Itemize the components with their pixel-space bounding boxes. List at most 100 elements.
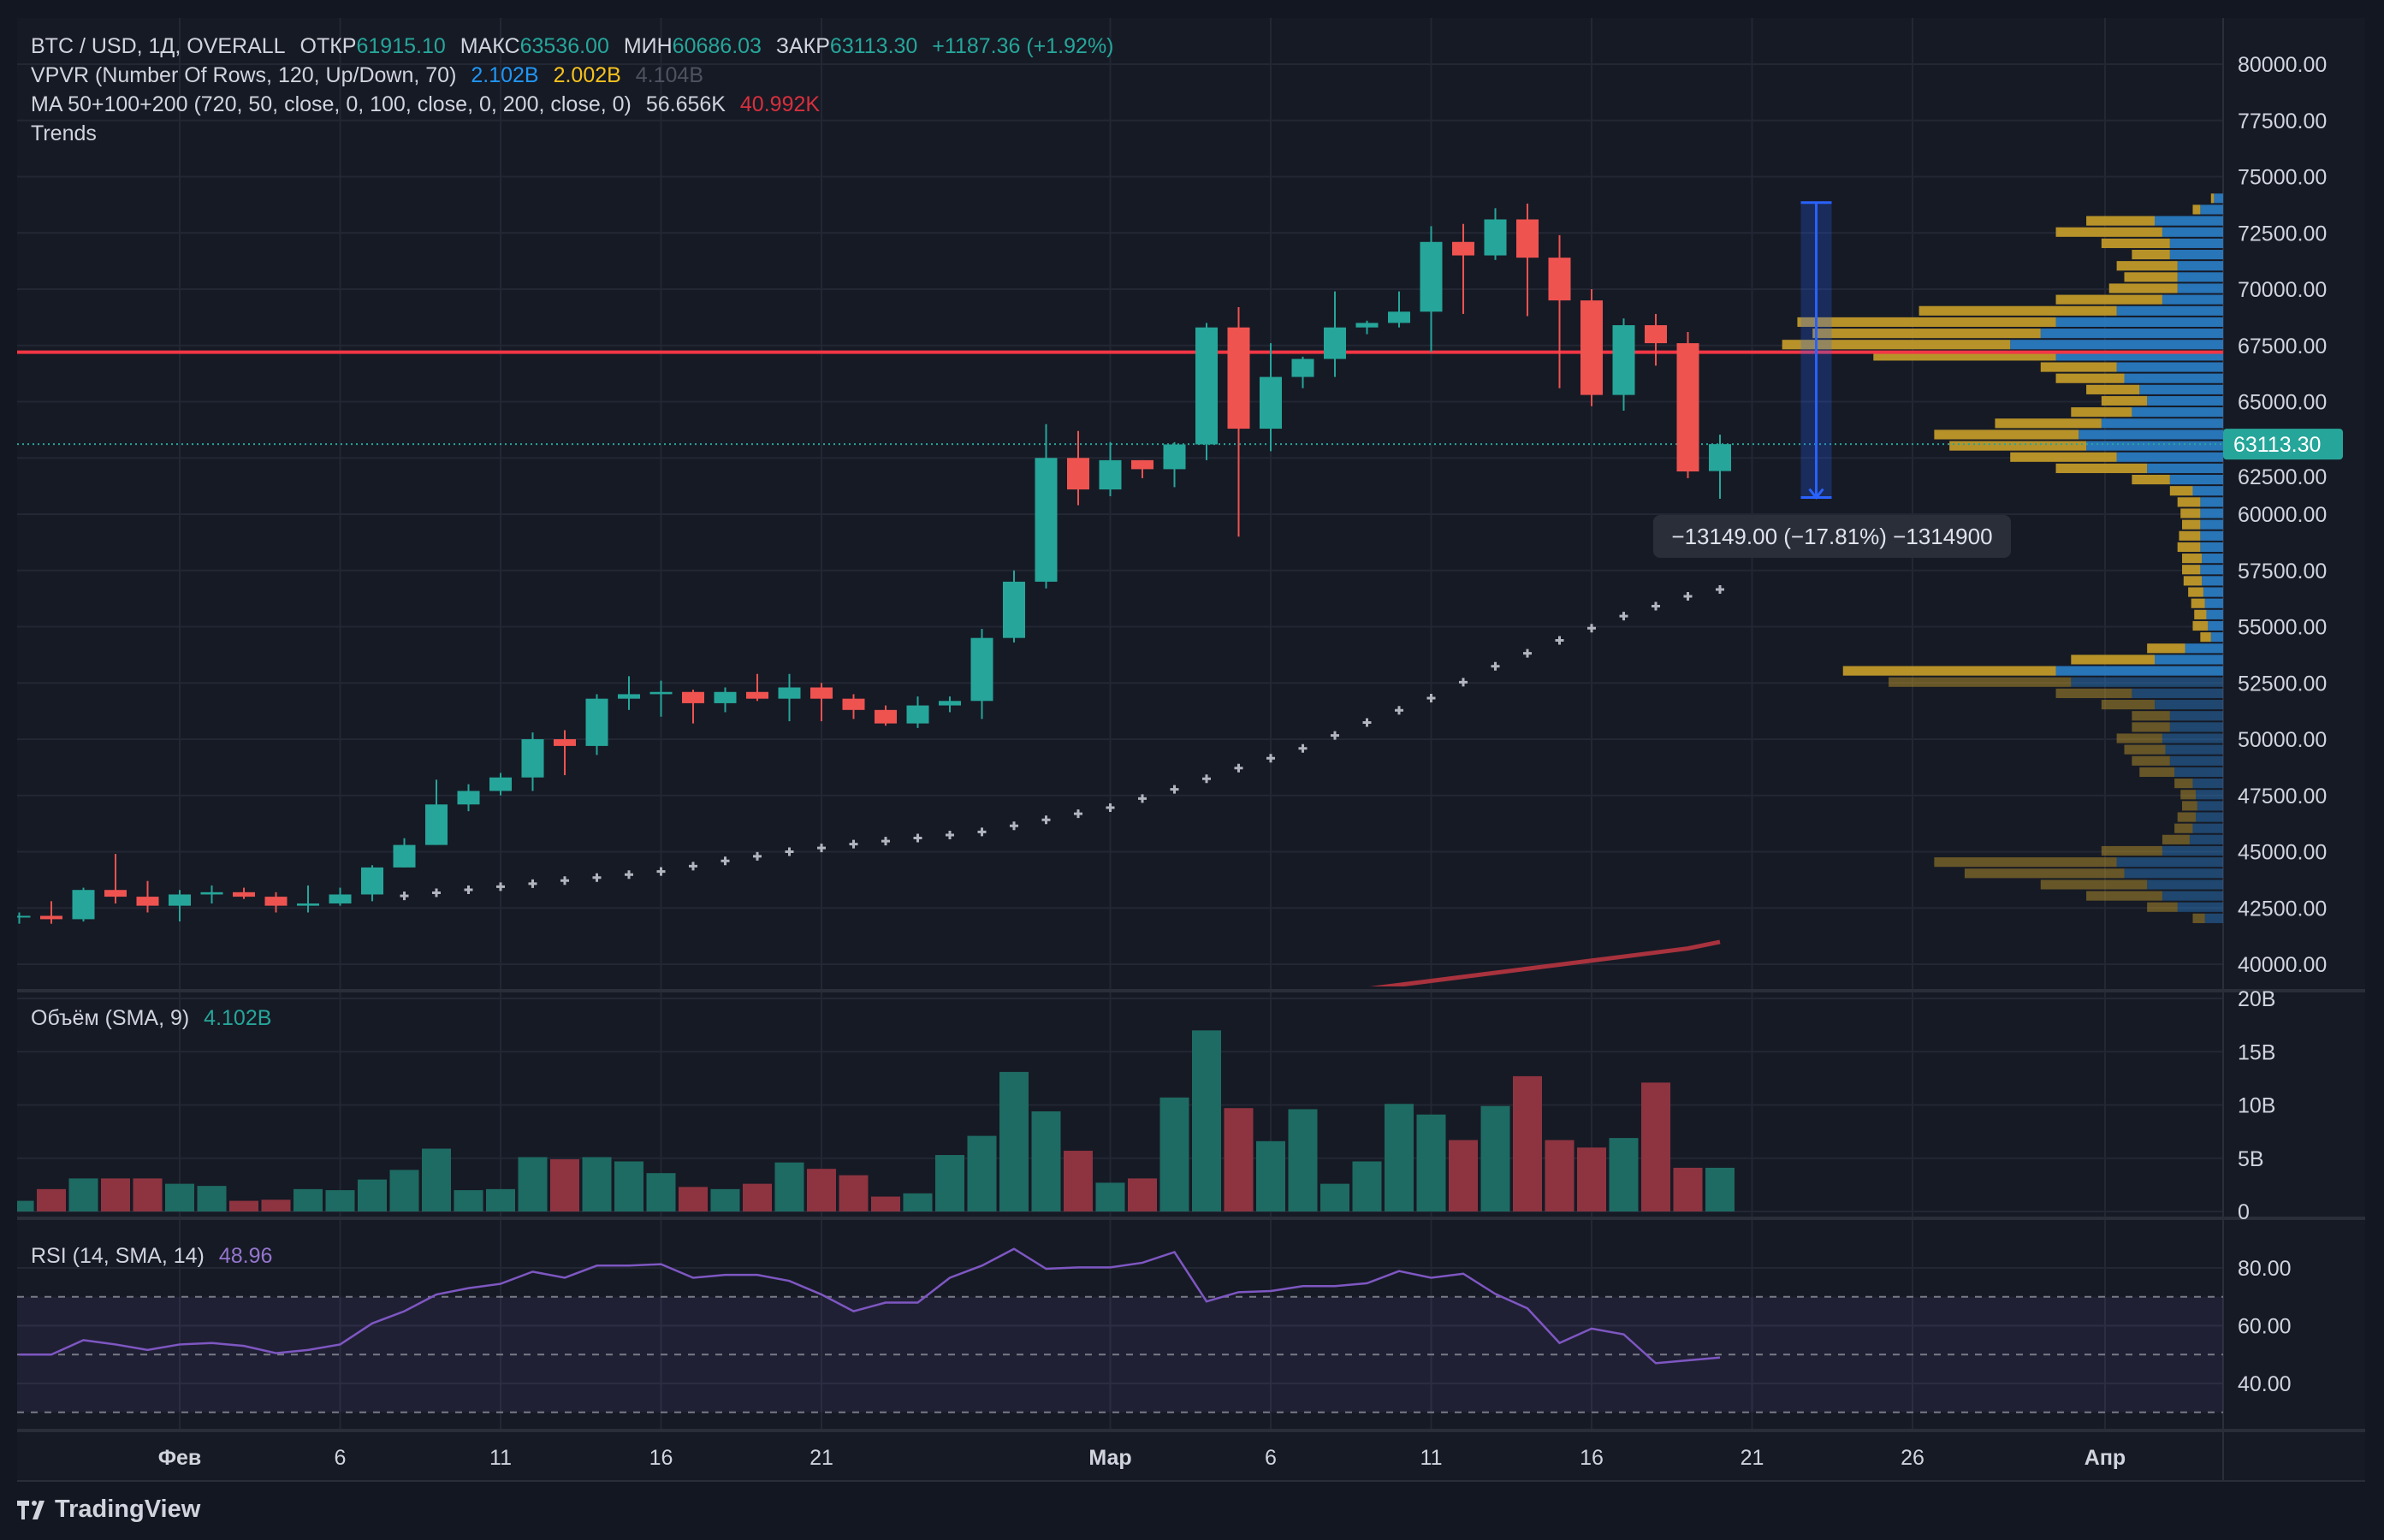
price-axis-label: 45000.00 xyxy=(2238,841,2327,865)
vpvr-up-bar xyxy=(2202,554,2223,564)
candle-body xyxy=(554,739,576,746)
ma-legend[interactable]: MA 50+100+200 (720, 50, close, 0, 100, c… xyxy=(31,92,828,117)
vpvr-up-bar xyxy=(2169,249,2223,260)
vpvr-down-bar xyxy=(1949,441,2087,451)
vpvr-down-bar xyxy=(2183,576,2203,586)
vpvr-down-bar xyxy=(2101,238,2170,248)
vpvr-down-bar xyxy=(2086,216,2156,226)
volume-bar xyxy=(37,1188,66,1211)
vpvr-down-bar xyxy=(1889,677,2072,687)
vpvr-up-bar xyxy=(2200,565,2223,575)
price-axis-label: 55000.00 xyxy=(2238,616,2327,640)
price-axis-label: 47500.00 xyxy=(2238,785,2327,808)
vpvr-up-bar xyxy=(2040,329,2223,339)
candle-body xyxy=(521,739,544,778)
measure-tool[interactable] xyxy=(1800,201,1832,500)
candle-body xyxy=(489,777,512,791)
vpvr-down-bar xyxy=(2180,508,2201,518)
volume-bar xyxy=(646,1173,676,1211)
vpvr-up-bar xyxy=(2162,845,2223,856)
volume-bar xyxy=(935,1155,964,1211)
vpvr-up-bar xyxy=(2101,418,2223,429)
vpvr-up-bar xyxy=(2132,407,2223,418)
rsi-legend[interactable]: RSI (14, SMA, 14) 48.96 xyxy=(31,1244,281,1269)
vpvr-up-bar xyxy=(2185,643,2223,654)
vpvr-up-bar xyxy=(2200,204,2223,215)
vpvr-down-bar xyxy=(2192,620,2209,631)
ma-label: MA 50+100+200 (720, 50, close, 0, 100, c… xyxy=(31,92,632,116)
trends-legend[interactable]: Trends xyxy=(31,121,105,146)
ma-dot xyxy=(560,876,569,886)
symbol-name: BTC / USD, 1Д, OVERALL xyxy=(31,34,286,58)
ma-dot xyxy=(1234,763,1243,773)
volume-legend[interactable]: Объём (SMA, 9) 4.102B xyxy=(31,1006,280,1031)
vpvr-down-bar xyxy=(2177,542,2201,553)
rsi-label: RSI (14, SMA, 14) xyxy=(31,1244,205,1268)
vpvr-down-bar xyxy=(1812,329,2041,339)
volume-bar xyxy=(1128,1178,1157,1211)
ma-dot xyxy=(817,844,826,853)
low-label: МИН xyxy=(623,34,673,58)
volume-bar xyxy=(550,1158,579,1211)
close-value: 63113.30 xyxy=(829,34,918,58)
high-label: МАКС xyxy=(460,34,520,58)
ma-dot xyxy=(1331,731,1339,740)
volume-bar xyxy=(999,1071,1029,1211)
candle-body xyxy=(714,691,737,703)
vpvr-up-bar xyxy=(2132,688,2223,698)
rsi-axis-label: 80.00 xyxy=(2238,1257,2292,1281)
volume-axis-label: 0 xyxy=(2238,1200,2250,1224)
volume-bar xyxy=(1416,1114,1446,1211)
candle-body xyxy=(1163,444,1186,470)
candle-body xyxy=(875,709,897,724)
candle-body xyxy=(1227,327,1250,429)
vpvr-up-bar xyxy=(2177,261,2223,271)
vpvr-up-bar xyxy=(2214,193,2223,204)
vpvr-down-bar xyxy=(1782,340,2011,350)
vpvr-down-bar xyxy=(2132,249,2170,260)
time-axis-label: 21 xyxy=(1741,1446,1764,1470)
volume-bar xyxy=(17,1200,34,1211)
vpvr-down-bar xyxy=(2055,227,2162,237)
vpvr-down-bar xyxy=(2055,294,2162,305)
vpvr-down-bar xyxy=(1934,429,2079,440)
axes: Фев 6 11 16 21 Мар 6 11 16 21 26 Апр 80000.00 77500.0… xyxy=(158,53,2343,1470)
vpvr-up-bar xyxy=(2162,891,2223,901)
vpvr-down-bar xyxy=(2188,587,2203,597)
vpvr-down-bar xyxy=(2177,812,2197,822)
vpvr-up-bar xyxy=(2197,801,2223,811)
vpvr-up-bar xyxy=(2200,497,2223,507)
volume-bar xyxy=(68,1178,98,1211)
ma-value-1: 56.656K xyxy=(645,92,726,116)
vpvr-up-bar xyxy=(2192,823,2223,833)
time-axis-label: 11 xyxy=(1420,1446,1443,1470)
ma-dot xyxy=(1491,661,1500,671)
vpvr-up-bar xyxy=(2169,711,2223,721)
candle-body xyxy=(200,891,223,895)
vpvr-legend[interactable]: VPVR (Number Of Rows, 120, Up/Down, 70) … xyxy=(31,63,712,88)
vpvr-up-bar xyxy=(2196,790,2223,800)
candle-body xyxy=(104,890,127,897)
ma-dot xyxy=(977,827,987,837)
vpvr-down-bar xyxy=(2132,722,2170,732)
candle-body xyxy=(1676,343,1699,472)
symbol-legend[interactable]: BTC / USD, 1Д, OVERALL ОТКР61915.10 МАКС… xyxy=(31,34,1123,59)
volume-bar xyxy=(358,1179,387,1211)
vpvr-up-bar xyxy=(2200,542,2223,553)
vpvr-down-bar xyxy=(2132,474,2170,485)
trends-label: Trends xyxy=(31,121,97,145)
rsi-bands xyxy=(17,1295,2223,1413)
candle-body xyxy=(1709,444,1731,471)
vpvr-down: 2.002B xyxy=(553,63,621,87)
vpvr-up-bar xyxy=(2210,632,2223,643)
vpvr-up-bar xyxy=(2206,609,2223,619)
vpvr-up-bar xyxy=(2208,620,2223,631)
vpvr-down-bar xyxy=(2139,767,2175,778)
time-axis-label: 6 xyxy=(335,1446,347,1470)
candle-body xyxy=(906,705,929,724)
time-axis-label: Апр xyxy=(2085,1446,2126,1470)
tradingview-logo[interactable]: TradingView xyxy=(17,1496,200,1524)
candle-body xyxy=(425,804,448,845)
volume-bar xyxy=(743,1183,772,1211)
